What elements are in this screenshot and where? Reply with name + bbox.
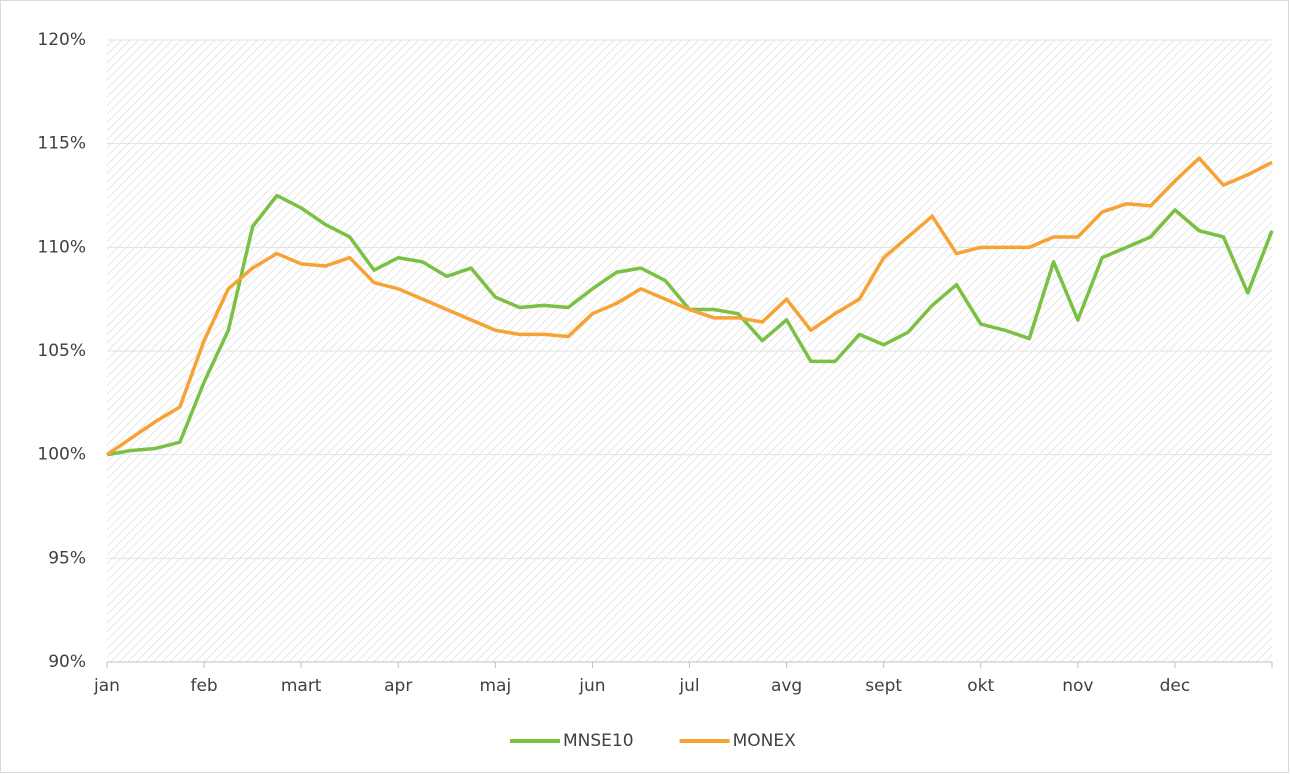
y-tick-label: 120% [37, 30, 86, 50]
x-tick-label: okt [967, 676, 994, 696]
x-tick-label: maj [479, 676, 511, 696]
x-tick-label: mart [281, 676, 322, 696]
y-tick-label: 95% [48, 548, 86, 568]
x-tick-label: feb [190, 676, 217, 696]
x-tick-label: apr [384, 676, 412, 696]
line-series [106, 156, 1273, 457]
x-tick-label: jan [93, 676, 120, 696]
x-tick-label: jul [678, 676, 699, 696]
y-tick-label: 105% [37, 341, 86, 361]
legend-label: MONEX [733, 731, 797, 751]
x-tick-label: avg [771, 676, 802, 696]
y-tick-label: 90% [48, 652, 86, 672]
y-tick-label: 110% [37, 237, 86, 257]
x-tick-label: nov [1062, 676, 1093, 696]
x-tick-label: sept [865, 676, 902, 696]
x-tick-label: dec [1160, 676, 1191, 696]
x-tick-label: jun [578, 676, 605, 696]
y-tick-label: 100% [37, 445, 86, 465]
legend-label: MNSE10 [563, 731, 634, 751]
y-tick-label: 115% [37, 134, 86, 154]
